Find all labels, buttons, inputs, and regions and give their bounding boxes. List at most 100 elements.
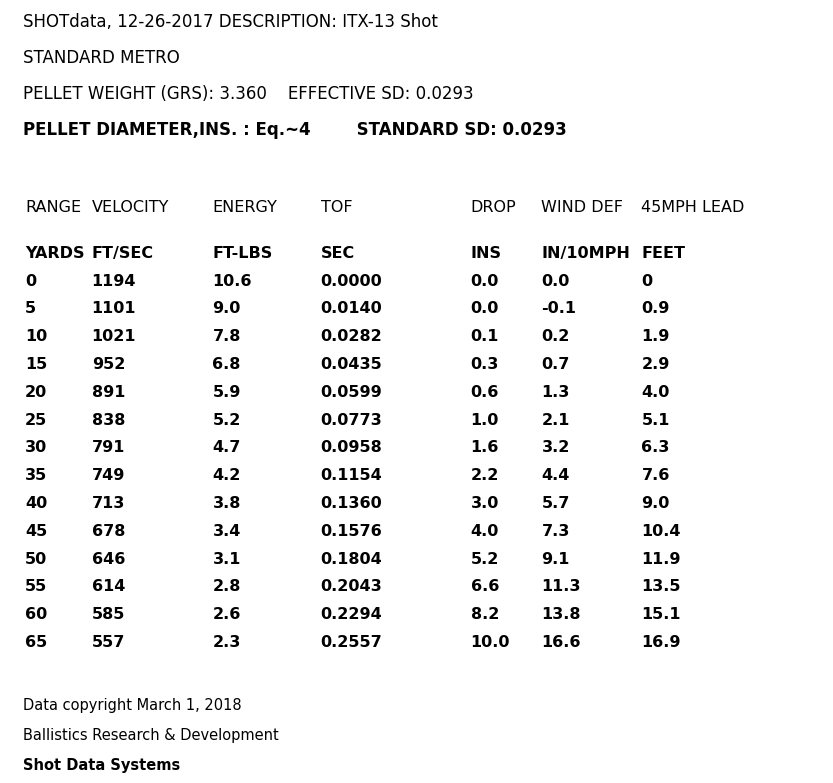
- Text: 5.7: 5.7: [541, 496, 570, 511]
- Text: 11.9: 11.9: [641, 551, 681, 567]
- Text: FT/SEC: FT/SEC: [92, 246, 154, 261]
- Text: 646: 646: [92, 551, 125, 567]
- Text: FT-LBS: FT-LBS: [212, 246, 272, 261]
- Text: DROP: DROP: [471, 200, 516, 215]
- Text: 0.2: 0.2: [541, 329, 570, 345]
- Text: 5.9: 5.9: [212, 384, 241, 400]
- Text: 16.9: 16.9: [641, 635, 681, 650]
- Text: 15: 15: [25, 357, 47, 372]
- Text: 9.0: 9.0: [212, 301, 241, 316]
- Text: 0.1154: 0.1154: [321, 468, 382, 483]
- Text: 0.0: 0.0: [471, 301, 499, 316]
- Text: 4.0: 4.0: [471, 524, 499, 539]
- Text: 1101: 1101: [92, 301, 136, 316]
- Text: 10: 10: [25, 329, 47, 345]
- Text: 749: 749: [92, 468, 125, 483]
- Text: 0.0140: 0.0140: [321, 301, 382, 316]
- Text: 0.2557: 0.2557: [321, 635, 382, 650]
- Text: 713: 713: [92, 496, 125, 511]
- Text: 891: 891: [92, 384, 125, 400]
- Text: 0.2043: 0.2043: [321, 579, 382, 594]
- Text: 10.4: 10.4: [641, 524, 681, 539]
- Text: 35: 35: [25, 468, 47, 483]
- Text: 0.0: 0.0: [471, 273, 499, 289]
- Text: 838: 838: [92, 413, 125, 428]
- Text: 45MPH LEAD: 45MPH LEAD: [641, 200, 745, 215]
- Text: 5: 5: [25, 301, 36, 316]
- Text: 1021: 1021: [92, 329, 136, 345]
- Text: IN/10MPH: IN/10MPH: [541, 246, 631, 261]
- Text: PELLET DIAMETER,INS. : Eq.~4        STANDARD SD: 0.0293: PELLET DIAMETER,INS. : Eq.~4 STANDARD SD…: [23, 121, 567, 139]
- Text: 10.6: 10.6: [212, 273, 252, 289]
- Text: 1194: 1194: [92, 273, 136, 289]
- Text: 4.7: 4.7: [212, 440, 241, 456]
- Text: 614: 614: [92, 579, 125, 594]
- Text: 4.4: 4.4: [541, 468, 570, 483]
- Text: 0.7: 0.7: [541, 357, 570, 372]
- Text: Data copyright March 1, 2018: Data copyright March 1, 2018: [23, 698, 242, 713]
- Text: 3.1: 3.1: [212, 551, 241, 567]
- Text: 1.3: 1.3: [541, 384, 570, 400]
- Text: TOF: TOF: [321, 200, 352, 215]
- Text: 0.0282: 0.0282: [321, 329, 382, 345]
- Text: 0.0435: 0.0435: [321, 357, 382, 372]
- Text: 5.2: 5.2: [471, 551, 499, 567]
- Text: 1.0: 1.0: [471, 413, 499, 428]
- Text: 13.5: 13.5: [641, 579, 681, 594]
- Text: 2.6: 2.6: [212, 607, 241, 622]
- Text: 2.3: 2.3: [212, 635, 241, 650]
- Text: 15.1: 15.1: [641, 607, 681, 622]
- Text: 4.0: 4.0: [641, 384, 670, 400]
- Text: -0.1: -0.1: [541, 301, 576, 316]
- Text: PELLET WEIGHT (GRS): 3.360    EFFECTIVE SD: 0.0293: PELLET WEIGHT (GRS): 3.360 EFFECTIVE SD:…: [23, 85, 474, 103]
- Text: 952: 952: [92, 357, 125, 372]
- Text: 7.6: 7.6: [641, 468, 670, 483]
- Text: STANDARD METRO: STANDARD METRO: [23, 49, 180, 67]
- Text: 585: 585: [92, 607, 125, 622]
- Text: 0.9: 0.9: [641, 301, 670, 316]
- Text: 40: 40: [25, 496, 47, 511]
- Text: 2.1: 2.1: [541, 413, 570, 428]
- Text: 0.0599: 0.0599: [321, 384, 382, 400]
- Text: 6.3: 6.3: [641, 440, 670, 456]
- Text: ENERGY: ENERGY: [212, 200, 277, 215]
- Text: 10.0: 10.0: [471, 635, 510, 650]
- Text: Shot Data Systems: Shot Data Systems: [23, 757, 181, 773]
- Text: 1.6: 1.6: [471, 440, 499, 456]
- Text: 9.1: 9.1: [541, 551, 570, 567]
- Text: 16.6: 16.6: [541, 635, 581, 650]
- Text: 6.6: 6.6: [471, 579, 499, 594]
- Text: 5.1: 5.1: [641, 413, 670, 428]
- Text: SHOTdata, 12-26-2017 DESCRIPTION: ITX-13 Shot: SHOTdata, 12-26-2017 DESCRIPTION: ITX-13…: [23, 13, 438, 31]
- Text: 0.0958: 0.0958: [321, 440, 382, 456]
- Text: 0.1804: 0.1804: [321, 551, 382, 567]
- Text: 0.1: 0.1: [471, 329, 499, 345]
- Text: 0.3: 0.3: [471, 357, 499, 372]
- Text: 45: 45: [25, 524, 47, 539]
- Text: 65: 65: [25, 635, 47, 650]
- Text: INS: INS: [471, 246, 501, 261]
- Text: 0: 0: [641, 273, 652, 289]
- Text: WIND DEF: WIND DEF: [541, 200, 623, 215]
- Text: YARDS: YARDS: [25, 246, 84, 261]
- Text: 3.2: 3.2: [541, 440, 570, 456]
- Text: 9.0: 9.0: [641, 496, 670, 511]
- Text: 13.8: 13.8: [541, 607, 581, 622]
- Text: 678: 678: [92, 524, 125, 539]
- Text: 11.3: 11.3: [541, 579, 581, 594]
- Text: 0.1576: 0.1576: [321, 524, 382, 539]
- Text: 5.2: 5.2: [212, 413, 241, 428]
- Text: 0.0: 0.0: [541, 273, 570, 289]
- Text: RANGE: RANGE: [25, 200, 81, 215]
- Text: 0.0773: 0.0773: [321, 413, 382, 428]
- Text: 791: 791: [92, 440, 125, 456]
- Text: 3.4: 3.4: [212, 524, 241, 539]
- Text: 25: 25: [25, 413, 47, 428]
- Text: 0.0000: 0.0000: [321, 273, 382, 289]
- Text: 3.8: 3.8: [212, 496, 241, 511]
- Text: 0.2294: 0.2294: [321, 607, 382, 622]
- Text: 7.8: 7.8: [212, 329, 241, 345]
- Text: 3.0: 3.0: [471, 496, 499, 511]
- Text: 30: 30: [25, 440, 47, 456]
- Text: 8.2: 8.2: [471, 607, 499, 622]
